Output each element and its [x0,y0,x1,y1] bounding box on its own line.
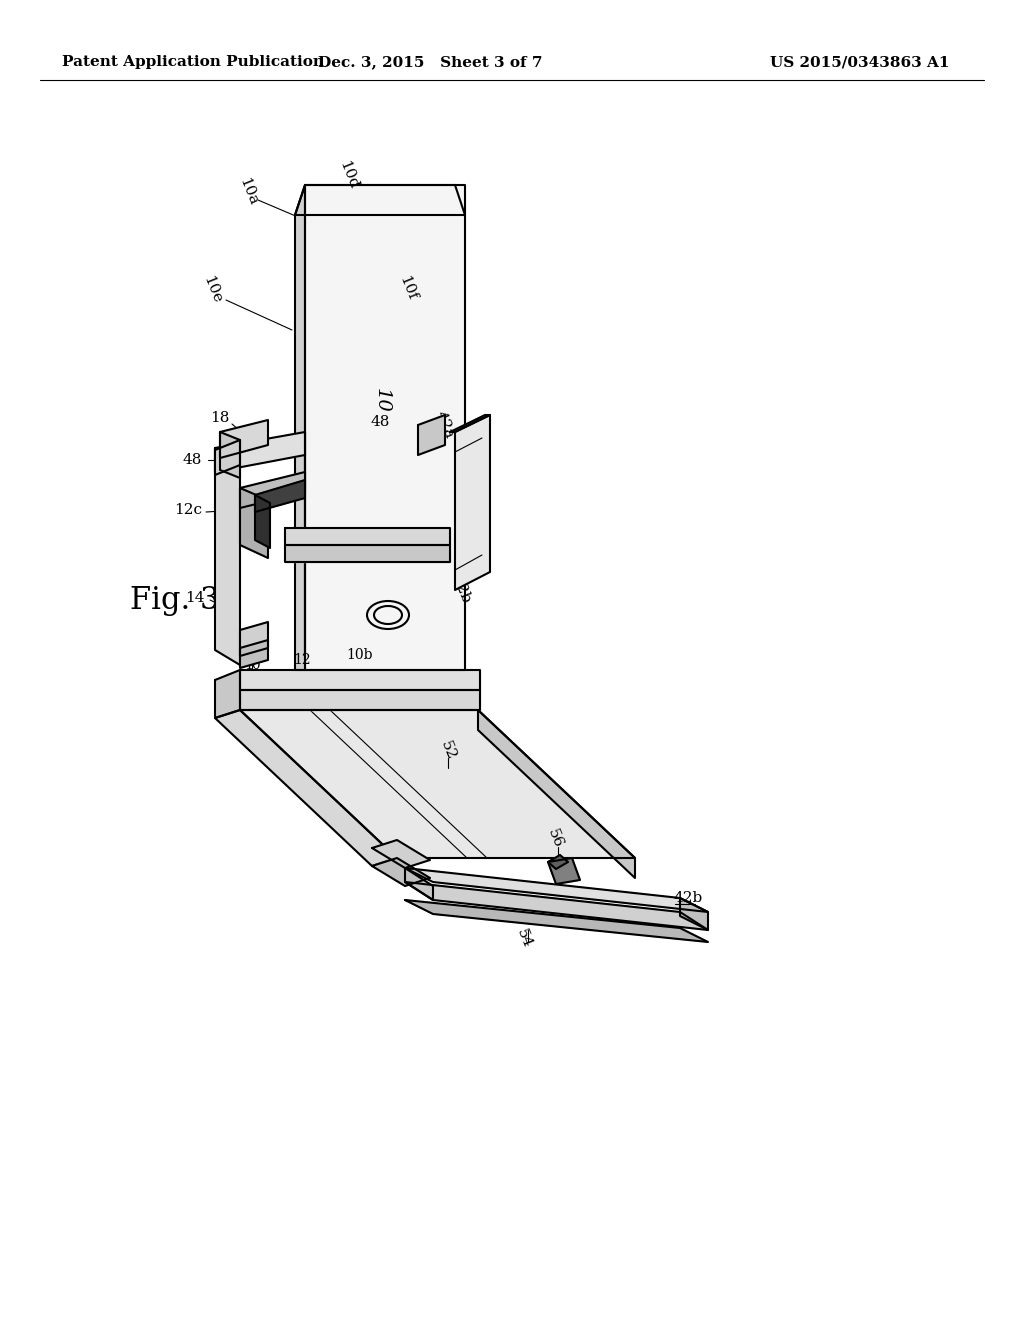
Polygon shape [220,420,268,458]
Text: Fig. 3: Fig. 3 [130,585,219,615]
Polygon shape [240,690,480,710]
Polygon shape [305,185,465,671]
Text: Patent Application Publication: Patent Application Publication [62,55,324,69]
Text: 54: 54 [514,927,535,949]
Polygon shape [478,710,635,878]
Text: 16: 16 [352,539,372,552]
Polygon shape [215,432,305,473]
Text: 12: 12 [293,653,311,667]
Text: 10f: 10f [397,273,419,302]
Polygon shape [548,858,580,884]
Polygon shape [240,710,635,858]
Polygon shape [255,480,305,512]
Polygon shape [295,185,465,215]
Text: 10b: 10b [347,648,374,663]
Polygon shape [680,898,708,931]
Polygon shape [240,488,268,558]
Polygon shape [240,640,268,668]
Polygon shape [220,432,240,478]
Polygon shape [406,882,708,931]
Text: 10a: 10a [237,176,260,207]
Polygon shape [372,840,430,869]
Polygon shape [406,869,708,912]
Text: 10d: 10d [336,158,360,191]
Text: 12c: 12c [174,503,202,517]
Polygon shape [548,855,568,869]
Text: 12b: 12b [449,574,472,606]
Polygon shape [215,440,240,475]
Text: 48: 48 [182,453,202,467]
Text: 18: 18 [210,411,229,425]
Text: 10: 10 [373,388,391,412]
Polygon shape [418,414,445,455]
Text: 42a: 42a [433,409,457,441]
Text: 40: 40 [243,657,261,672]
Polygon shape [450,414,490,432]
Text: 14: 14 [185,591,205,605]
Polygon shape [285,528,450,545]
Text: US 2015/0343863 A1: US 2015/0343863 A1 [770,55,949,69]
Text: 48: 48 [371,414,390,429]
Text: 42b: 42b [674,891,702,906]
Text: 52: 52 [438,738,458,762]
Polygon shape [240,622,268,656]
Text: 50: 50 [456,491,475,506]
Polygon shape [215,710,397,866]
Polygon shape [240,671,480,690]
Polygon shape [455,414,490,590]
Polygon shape [406,869,433,900]
Polygon shape [372,858,430,886]
Polygon shape [215,447,240,665]
Text: Dec. 3, 2015   Sheet 3 of 7: Dec. 3, 2015 Sheet 3 of 7 [317,55,543,69]
Text: 10e: 10e [200,275,224,306]
Polygon shape [255,495,270,548]
Polygon shape [285,545,450,562]
Text: 56: 56 [545,826,565,850]
Polygon shape [295,185,305,671]
Polygon shape [215,671,240,718]
Polygon shape [240,473,305,508]
Polygon shape [406,900,708,942]
